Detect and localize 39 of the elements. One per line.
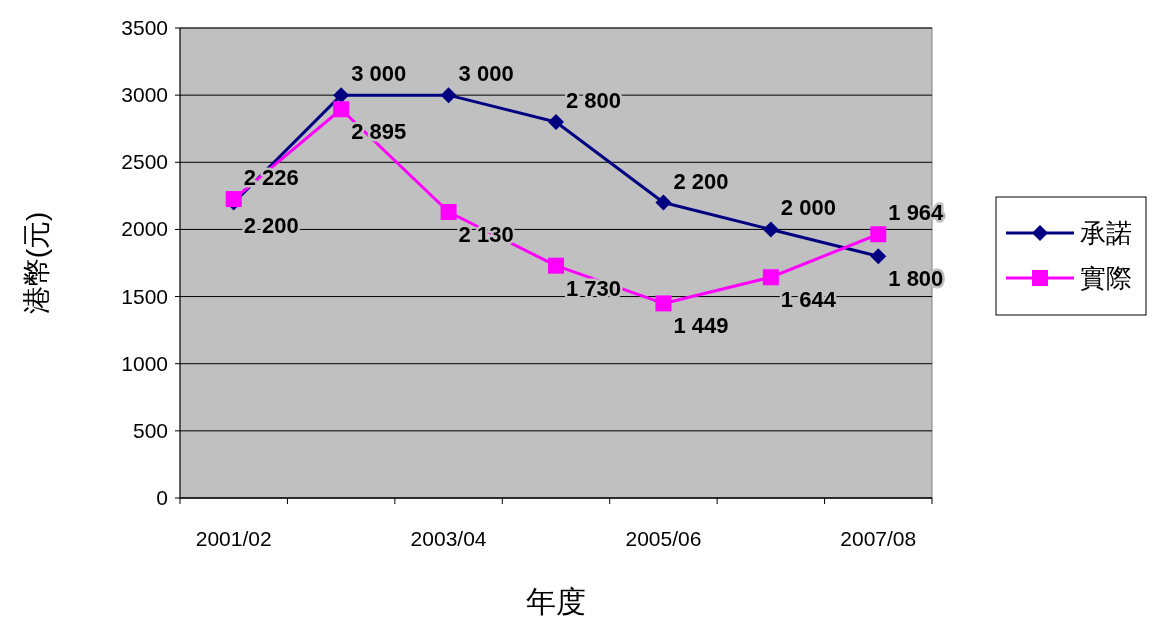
point (440, 87, 457, 104)
point (333, 87, 350, 104)
data-label: 3 000 (351, 61, 407, 87)
x-tick-label: 2005/06 (625, 527, 702, 550)
data-label: 2 226 (243, 165, 299, 191)
x-tick-label: 2001/02 (195, 527, 272, 550)
y-tick-label: 1500 (121, 284, 168, 308)
point (870, 226, 887, 243)
y-tick-label: 2500 (121, 150, 168, 174)
point (440, 203, 457, 220)
point (548, 114, 564, 130)
data-label: 1 730 (566, 275, 622, 301)
x-tick-label: 2007/08 (840, 527, 917, 550)
y-tick-label: 2000 (121, 217, 168, 241)
y-tick-label: 0 (156, 486, 168, 509)
x-axis-title: 年度 (526, 585, 586, 618)
data-label: 1 964 (888, 200, 945, 226)
y-tick-label: 3500 (121, 16, 168, 39)
data-label: 2 200 (673, 168, 729, 194)
y-tick-label: 500 (132, 418, 168, 442)
y-tick-label: 1000 (121, 351, 168, 375)
data-label: 2 895 (351, 119, 407, 145)
data-label: 2 800 (566, 88, 622, 113)
y-tick-label: 3000 (121, 83, 168, 107)
point (762, 221, 779, 238)
point (870, 248, 887, 265)
point (333, 101, 350, 118)
point (655, 295, 672, 312)
legend-label: 承諾 (1080, 218, 1132, 248)
data-label: 1 800 (888, 266, 944, 292)
point (655, 194, 672, 211)
data-label: 1 449 (673, 313, 729, 339)
x-tick-label: 2003/04 (410, 527, 487, 550)
y-axis-title: 港幣(元) (21, 211, 52, 315)
data-label: 2 000 (780, 195, 836, 221)
point (762, 269, 779, 286)
legend-label: 實際 (1080, 263, 1132, 293)
data-label: 3 000 (458, 61, 514, 87)
point (548, 257, 564, 274)
